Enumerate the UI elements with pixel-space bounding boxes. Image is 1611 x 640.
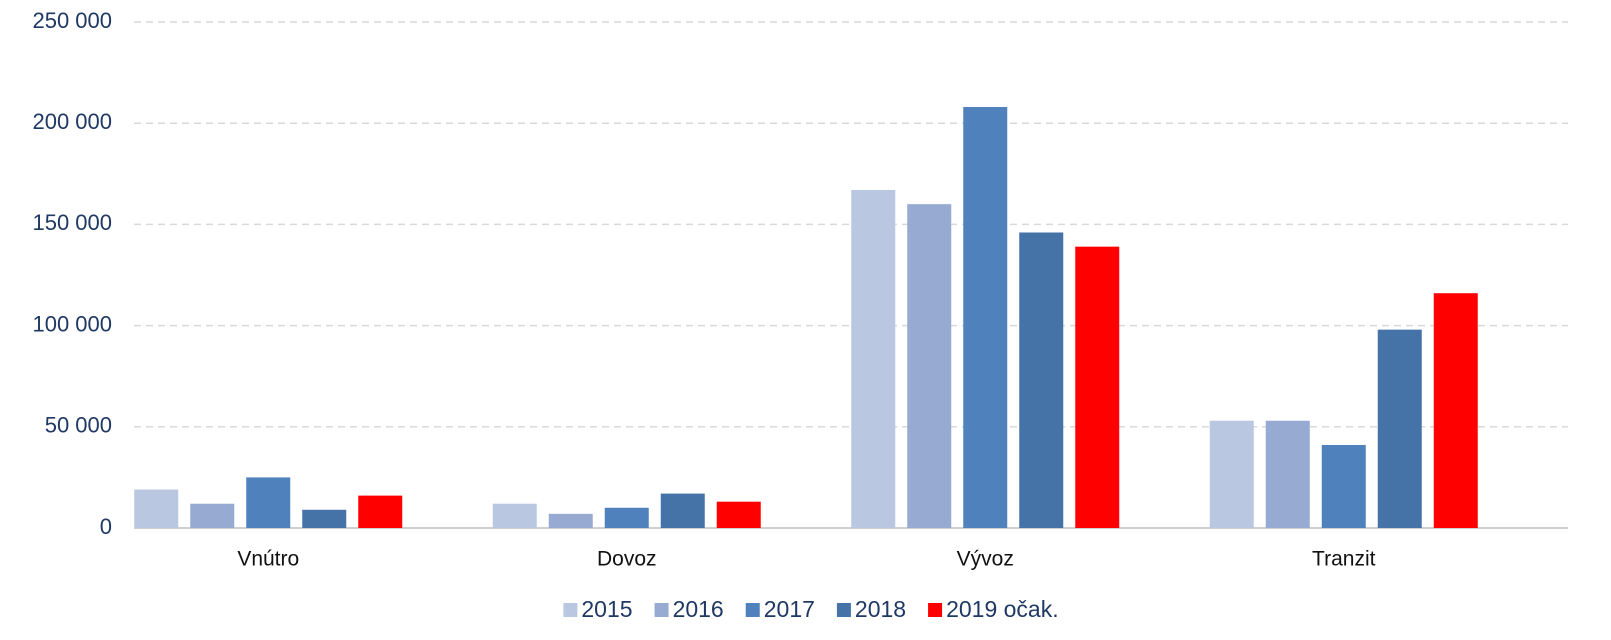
bar xyxy=(246,477,291,528)
legend-swatch xyxy=(563,603,578,617)
bar xyxy=(716,501,761,528)
y-tick-label: 250 000 xyxy=(32,8,112,33)
legend-swatch xyxy=(836,603,851,617)
x-tick-label: Dovoz xyxy=(597,548,657,571)
legend-label: 2019 očak. xyxy=(946,596,1059,622)
legend-label: 2016 xyxy=(673,596,724,622)
bar xyxy=(1321,445,1366,528)
legend-label: 2018 xyxy=(855,596,906,622)
bar xyxy=(302,509,347,528)
legend-swatch xyxy=(928,603,943,617)
bar xyxy=(1019,232,1064,528)
bar xyxy=(1075,246,1120,528)
bar xyxy=(358,495,403,528)
y-tick-label: 100 000 xyxy=(32,311,112,336)
bar xyxy=(134,489,179,528)
x-tick-label: Vývoz xyxy=(957,548,1014,571)
legend-swatch xyxy=(654,603,669,617)
bar xyxy=(190,503,235,528)
bar xyxy=(963,107,1008,529)
y-tick-label: 200 000 xyxy=(32,109,112,134)
x-tick-label: Tranzit xyxy=(1312,548,1376,571)
bar xyxy=(851,189,896,528)
y-tick-label: 0 xyxy=(100,514,112,539)
legend-label: 2015 xyxy=(581,596,632,622)
bar xyxy=(1433,293,1478,528)
y-tick-label: 150 000 xyxy=(32,210,112,235)
bar xyxy=(492,503,537,528)
bar xyxy=(1377,329,1422,528)
x-tick-label: Vnútro xyxy=(237,548,299,571)
legend-label: 2017 xyxy=(764,596,815,622)
bar xyxy=(1209,420,1254,528)
bar xyxy=(660,493,705,528)
bar xyxy=(1265,420,1310,528)
y-tick-label: 50 000 xyxy=(45,413,112,438)
bar xyxy=(548,513,593,528)
bar xyxy=(907,204,952,528)
bar xyxy=(604,507,649,528)
legend-swatch xyxy=(745,603,760,617)
